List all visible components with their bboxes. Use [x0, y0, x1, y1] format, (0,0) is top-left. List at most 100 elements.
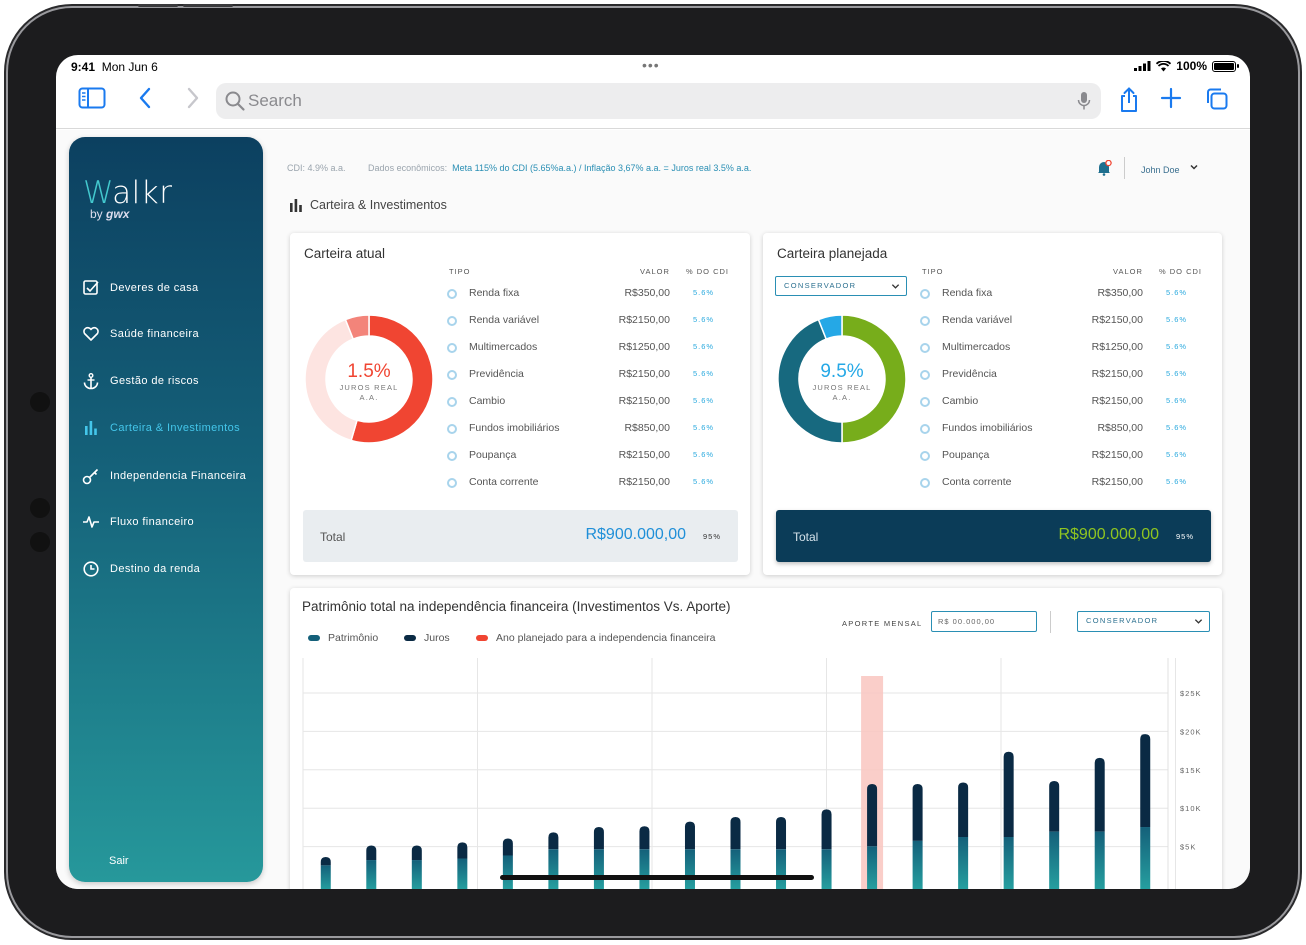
table-row: Poupança R$2150,00 5.6% [447, 449, 727, 463]
new-tab-icon[interactable] [1156, 87, 1186, 117]
bar-juros [867, 784, 878, 847]
donut-slice [350, 314, 434, 444]
donut-slice [817, 314, 843, 340]
current-portfolio-card: Carteira atual TIPO VALOR % DO CDI 1.5% … [290, 233, 750, 575]
row-radio[interactable] [920, 424, 930, 434]
search-icon [225, 91, 245, 111]
y-tick-label: $15K [1180, 766, 1202, 775]
row-radio[interactable] [447, 451, 457, 461]
table-row: Fundos imobiliários R$850,00 5.6% [920, 422, 1200, 436]
share-icon[interactable] [1114, 87, 1144, 117]
column-header-valor: VALOR [1113, 267, 1143, 276]
legend-item-patrimonio: Patrimônio [308, 632, 378, 644]
sidebar-item-independencia[interactable]: Independencia Financeira [82, 467, 246, 485]
x-tick-label: 2025 [404, 888, 426, 889]
row-radio[interactable] [447, 478, 457, 488]
row-pct: 5.6% [693, 423, 715, 432]
bar-patrimonio [320, 865, 331, 889]
row-radio[interactable] [447, 343, 457, 353]
row-name: Multimercados [469, 341, 538, 353]
bar-patrimonio [593, 849, 604, 889]
bar-juros [366, 845, 377, 861]
microphone-icon[interactable] [1077, 91, 1091, 111]
column-header-tipo: TIPO [922, 267, 944, 276]
row-name: Cambio [469, 395, 506, 407]
address-bar[interactable] [216, 83, 1101, 119]
eco-value: Meta 115% do CDI (5.65%a.a.) / Inflação … [452, 163, 752, 173]
row-radio[interactable] [920, 451, 930, 461]
bar-patrimonio [366, 860, 377, 889]
row-radio[interactable] [920, 478, 930, 488]
multitask-dots[interactable]: ••• [642, 57, 660, 73]
row-pct: 5.6% [693, 288, 715, 297]
highlight-year-band [861, 676, 884, 889]
sidebar-toggle-icon[interactable] [77, 87, 107, 117]
row-value: R$350,00 [1097, 287, 1143, 299]
battery-icon [1212, 60, 1239, 72]
x-tick-label: 2050 [969, 888, 991, 889]
chart-profile-select[interactable]: CONSERVADOR [1077, 611, 1210, 632]
row-radio[interactable] [447, 424, 457, 434]
browser-toolbar [56, 79, 1250, 129]
bar-chart-icon [290, 198, 302, 212]
row-radio[interactable] [447, 370, 457, 380]
row-radio[interactable] [447, 316, 457, 326]
bar-juros [411, 845, 422, 861]
row-radio[interactable] [920, 370, 930, 380]
x-tick-label: 2030 [517, 888, 539, 889]
row-radio[interactable] [920, 289, 930, 299]
sidebar-item-carteira[interactable]: Carteira & Investimentos [82, 419, 240, 437]
row-value: R$2150,00 [618, 395, 670, 407]
planned-profile-select[interactable]: CONSERVADOR [775, 276, 907, 296]
donut-slice [777, 318, 843, 444]
back-icon[interactable] [130, 87, 160, 117]
row-name: Poupança [469, 449, 517, 461]
row-radio[interactable] [920, 316, 930, 326]
row-pct: 5.6% [1166, 477, 1188, 486]
aporte-input[interactable] [931, 611, 1037, 632]
bar-juros [548, 832, 559, 850]
column-header-valor: VALOR [640, 267, 670, 276]
page-title: Carteira & Investimentos [289, 198, 447, 212]
row-radio[interactable] [920, 343, 930, 353]
search-input[interactable] [248, 83, 1068, 119]
row-radio[interactable] [920, 397, 930, 407]
sidebar-item-fluxo[interactable]: Fluxo financeiro [82, 513, 194, 531]
row-name: Previdência [469, 368, 524, 380]
row-radio[interactable] [447, 289, 457, 299]
sidebar-item-deveres[interactable]: Deveres de casa [82, 279, 199, 297]
forward-icon[interactable] [178, 87, 208, 117]
volume-button [138, 4, 178, 7]
logout-link[interactable]: Sair [109, 855, 129, 867]
row-name: Renda fixa [942, 287, 993, 299]
sidebar-item-destino[interactable]: Destino da renda [82, 560, 200, 578]
bar-juros [320, 856, 331, 866]
bar-juros [821, 809, 832, 850]
checkbox-icon [83, 280, 99, 295]
row-radio[interactable] [447, 397, 457, 407]
cdi-rate: CDI: 4.9% a.a. [287, 163, 346, 173]
sidebar-item-saude[interactable]: Saúde financeira [82, 325, 199, 343]
eco-label: Dados econômicos: [368, 163, 448, 173]
chevron-down-icon[interactable] [1189, 162, 1199, 172]
status-time: 9:41 Mon Jun 6 [71, 60, 158, 74]
row-value: R$2150,00 [1091, 314, 1143, 326]
user-name[interactable]: John Doe [1141, 165, 1180, 175]
row-name: Fundos imobiliários [469, 422, 560, 434]
notification-bell-icon[interactable] [1096, 160, 1112, 176]
wifi-icon [1156, 60, 1172, 71]
bar-chart-icon [85, 421, 97, 435]
tabs-overview-icon[interactable] [1202, 87, 1232, 117]
row-pct: 5.6% [693, 369, 715, 378]
table-row: Poupança R$2150,00 5.6% [920, 449, 1200, 463]
home-indicator[interactable] [500, 875, 814, 880]
sidebar-item-riscos[interactable]: Gestão de riscos [82, 372, 199, 390]
row-name: Multimercados [942, 341, 1011, 353]
camera-icon [30, 392, 50, 412]
heart-icon [83, 326, 99, 341]
total-pct: 95% [1175, 532, 1194, 541]
bar-patrimonio [1094, 831, 1105, 889]
bar-juros [1140, 734, 1151, 828]
row-value: R$1250,00 [1091, 341, 1143, 353]
row-pct: 5.6% [1166, 369, 1188, 378]
